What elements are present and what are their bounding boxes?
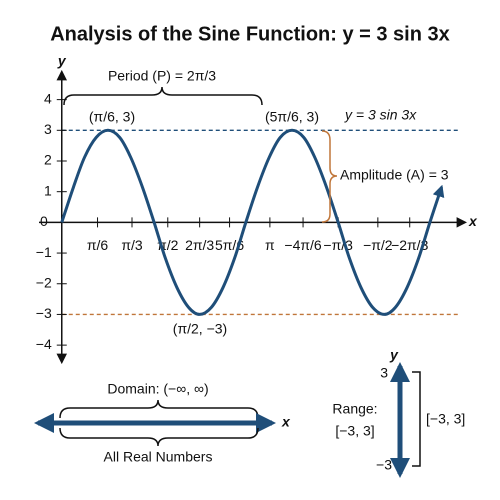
axis-label: x xyxy=(281,414,291,430)
range-bottom: −3 xyxy=(376,457,392,473)
period-label: Period (P) = 2π/3 xyxy=(108,68,216,84)
chart-title: Analysis of the Sine Function: y = 3 sin… xyxy=(50,23,450,45)
amplitude-label: Amplitude (A) = 3 xyxy=(340,167,449,183)
series-label: y = 3 sin 3x xyxy=(344,107,417,123)
trough-label: (π/2, −3) xyxy=(173,321,227,337)
x-tick-label: −π/2 xyxy=(363,237,393,253)
y-tick-label: −3 xyxy=(36,305,52,321)
y-tick-label: −2 xyxy=(36,274,52,290)
y-tick-label: −1 xyxy=(36,244,52,260)
sine-curve xyxy=(60,128,445,316)
y-tick-label: 1 xyxy=(44,182,52,198)
x-tick-label: π/6 xyxy=(87,237,109,253)
peak-label: (π/6, 3) xyxy=(89,109,135,125)
axis-label: y xyxy=(389,347,399,363)
x-tick-label: −π/3 xyxy=(323,237,353,253)
axis-label: x xyxy=(468,213,478,229)
x-tick-label: π/3 xyxy=(121,237,143,253)
x-tick-label: π xyxy=(265,237,275,253)
x-tick-label: −4π/6 xyxy=(284,237,322,253)
y-tick-label: 4 xyxy=(44,90,52,106)
y-tick-label: 2 xyxy=(44,152,52,168)
range-bracket-label: [−3, 3] xyxy=(426,411,465,427)
y-tick-label: 3 xyxy=(44,121,52,137)
origin-label: 0 xyxy=(40,213,48,229)
peak-label: (5π/6, 3) xyxy=(265,109,319,125)
y-tick-label: −4 xyxy=(36,336,52,352)
range-top: 3 xyxy=(380,365,388,381)
range-bracket xyxy=(412,371,421,467)
domain-brace xyxy=(59,399,259,419)
axis-label: y xyxy=(57,53,67,69)
domain-brace xyxy=(59,427,259,447)
x-tick-label: 2π/3 xyxy=(185,237,214,253)
amplitude-brace xyxy=(321,130,338,223)
period-brace xyxy=(63,86,263,106)
range-title: [−3, 3] xyxy=(335,423,374,439)
domain-title: Domain: (−∞, ∞) xyxy=(107,381,208,397)
range-title: Range: xyxy=(332,401,377,417)
x-tick-label: −2π/3 xyxy=(391,237,429,253)
domain-caption: All Real Numbers xyxy=(104,449,213,465)
